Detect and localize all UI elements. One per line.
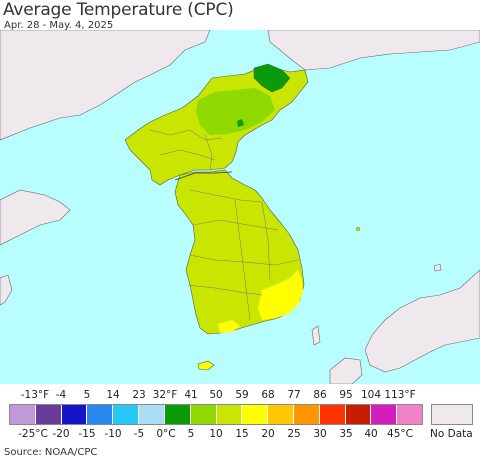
c-label: -5	[133, 428, 145, 440]
legend-swatch	[397, 405, 422, 424]
f-label: -13°F	[20, 389, 50, 401]
legend-swatch	[242, 405, 269, 424]
c-label: 20	[261, 428, 275, 440]
f-label: 104	[360, 389, 382, 401]
no-data-swatch	[431, 404, 473, 425]
c-label: -10	[104, 428, 122, 440]
f-label: 5	[83, 389, 91, 401]
f-label: 23	[132, 389, 146, 401]
highland-cold	[253, 63, 291, 93]
c-label: -20	[52, 428, 70, 440]
f-label: 95	[339, 389, 353, 401]
kyushu	[329, 357, 363, 384]
province-borders	[149, 129, 299, 321]
north-korea-interior	[196, 88, 275, 135]
no-data-label: No Data	[430, 428, 473, 440]
legend-swatch	[35, 405, 62, 424]
russia-landmass	[267, 30, 480, 71]
c-label: 45°C	[387, 428, 413, 440]
f-label: 50	[209, 389, 223, 401]
f-label: -4	[55, 389, 67, 401]
oki-islands	[433, 263, 442, 272]
map-title: Average Temperature (CPC)	[3, 0, 234, 20]
source-credit: Source: NOAA/CPC	[4, 447, 98, 458]
c-label: -25°C	[18, 428, 48, 440]
c-label: 5	[187, 428, 195, 440]
legend-swatch	[371, 405, 398, 424]
legend-swatch	[87, 405, 114, 424]
f-label: 14	[106, 389, 120, 401]
f-label: 59	[235, 389, 249, 401]
tsushima	[311, 325, 321, 346]
shandong-peninsula	[0, 189, 71, 246]
c-label: 35	[339, 428, 353, 440]
c-label: 25	[287, 428, 301, 440]
legend-swatch	[190, 405, 217, 424]
ulleung-island	[355, 226, 361, 232]
c-label: 40	[364, 428, 378, 440]
f-label: 113°F	[384, 389, 416, 401]
japan-landmass	[364, 269, 480, 373]
highland-spot	[237, 119, 244, 127]
legend-swatch	[216, 405, 243, 424]
china-landmass	[0, 30, 211, 141]
legend-swatch	[113, 405, 140, 424]
legend-swatch	[345, 405, 372, 424]
legend-swatch	[293, 405, 320, 424]
legend-swatch	[139, 405, 165, 424]
c-label: 30	[313, 428, 327, 440]
south-coast-warm	[218, 320, 240, 333]
c-label: 0°C	[156, 428, 176, 440]
date-range: Apr. 28 - May. 4, 2025	[4, 20, 114, 31]
temperature-map	[0, 30, 480, 384]
c-label: 15	[235, 428, 249, 440]
legend-swatch	[10, 405, 36, 424]
legend-swatch	[61, 405, 88, 424]
jeju-island	[197, 360, 215, 371]
f-label: 77	[287, 389, 301, 401]
f-label: 68	[261, 389, 275, 401]
china-coast-south	[0, 274, 13, 306]
dmz-line	[174, 171, 233, 181]
f-label: 32°F	[152, 389, 178, 401]
legend-swatch	[164, 405, 191, 424]
f-label: 41	[184, 389, 198, 401]
legend-color-bar	[9, 404, 423, 425]
legend-swatch	[268, 405, 294, 424]
c-label: -15	[78, 428, 96, 440]
c-label: 10	[209, 428, 223, 440]
southeast-warm	[258, 270, 303, 320]
f-label: 86	[313, 389, 327, 401]
legend-swatch	[319, 405, 346, 424]
